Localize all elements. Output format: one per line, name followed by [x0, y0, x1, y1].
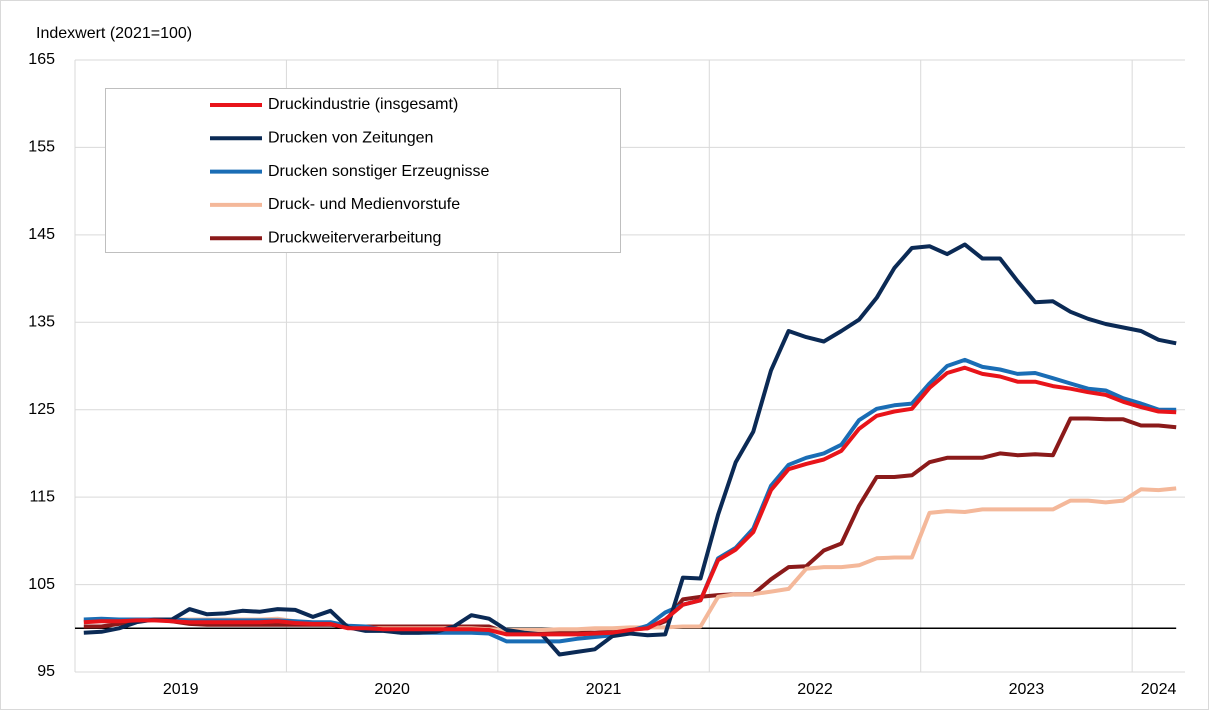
- series-line: [83, 242, 1177, 657]
- x-tick-label: 2021: [586, 681, 622, 698]
- x-tick-label: 2023: [1009, 681, 1045, 698]
- y-tick-label: 115: [29, 488, 55, 505]
- y-tick-label: 135: [28, 314, 55, 331]
- y-tick-label: 105: [28, 576, 55, 593]
- legend-label: Druckweiterverarbeitung: [268, 229, 441, 246]
- x-tick-label: 2024: [1141, 681, 1177, 698]
- y-tick-label: 145: [28, 226, 55, 243]
- legend: Druckindustrie (insgesamt) Drucken von Ze…: [105, 88, 621, 253]
- series-line: [83, 365, 1177, 637]
- y-tick-label: 155: [28, 139, 55, 156]
- x-tick-label: 2019: [163, 681, 199, 698]
- y-axis-label: Indexwert (2021=100): [36, 25, 192, 42]
- y-tick-label: 125: [28, 401, 55, 418]
- legend-label: Drucken von Zeitungen: [268, 130, 433, 147]
- x-tick-label: 2022: [797, 681, 833, 698]
- legend-label: Drucken sonstiger Erzeugnisse: [268, 163, 490, 180]
- x-tick-label: 2020: [374, 681, 410, 698]
- y-tick-label: 95: [37, 663, 55, 680]
- legend-label: Druckindustrie (insgesamt): [268, 96, 458, 113]
- legend-box: [105, 88, 621, 253]
- y-tick-label: 165: [28, 51, 55, 68]
- legend-label: Druck- und Medienvorstufe: [268, 196, 460, 213]
